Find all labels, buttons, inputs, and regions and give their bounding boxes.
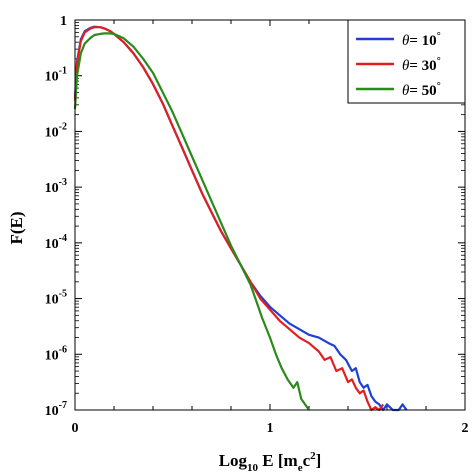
y-tick-label: 10-5: [45, 289, 67, 308]
legend-items: θ= 10° θ= 30° θ= 50°: [356, 31, 441, 99]
y-axis-title: F(E): [7, 211, 26, 244]
y-tick-label: 10-6: [45, 344, 67, 363]
y-tick-label: 10-1: [45, 66, 67, 85]
x-tick-label: 1: [267, 421, 274, 436]
x-tick-label: 0: [72, 421, 79, 436]
series-line-3: [73, 32, 310, 411]
y-tick-label: 1: [60, 14, 67, 29]
plot-frame: [74, 19, 466, 411]
tick-labels: 0 1 2 1 10-1 10-2 10-3 10-4 10-5 10-6 10-7: [45, 14, 469, 436]
y-tick-label: 10-4: [45, 233, 67, 252]
legend-label: θ= 30°: [402, 56, 441, 74]
x-tick-label: 2: [462, 421, 469, 436]
legend: θ= 10° θ= 30° θ= 50°: [347, 19, 466, 104]
y-tick-label: 10-7: [45, 400, 67, 419]
legend-label: θ= 50°: [402, 81, 441, 99]
y-tick-label: 10-3: [45, 177, 67, 196]
y-tick-label: 10-2: [45, 121, 67, 140]
x-axis-title: Log10 E [mec2]: [219, 450, 322, 474]
series-lines: [73, 25, 408, 412]
legend-label: θ= 10°: [402, 31, 441, 49]
